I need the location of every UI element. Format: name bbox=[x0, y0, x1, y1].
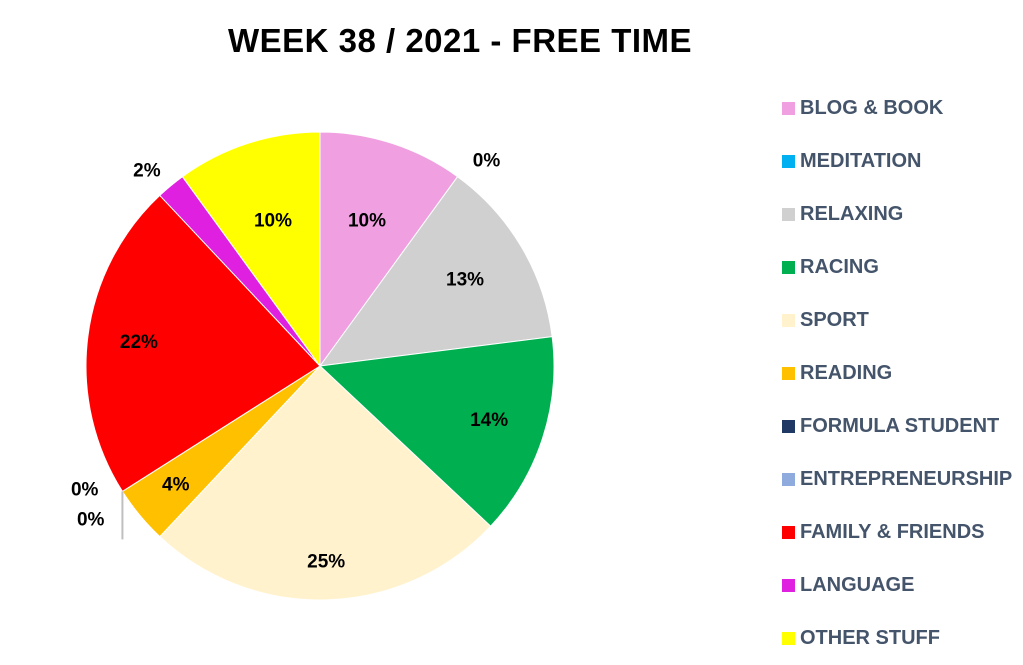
pie-slice-family-and-friends bbox=[85, 194, 321, 493]
legend-label: LANGUAGE bbox=[800, 574, 915, 596]
legend-swatch bbox=[782, 208, 795, 221]
data-label-formula-student: 0% bbox=[77, 509, 105, 530]
chart-legend: BLOG & BOOK MEDITATION RELAXING RACING SPORT… bbox=[782, 82, 1012, 665]
pie-slice-sport bbox=[159, 365, 492, 601]
legend-label: ENTREPRENEURSHIP bbox=[800, 468, 1013, 490]
data-label-entrepreneurship: 0% bbox=[71, 479, 99, 500]
chart-title: WEEK 38 / 2021 - FREE TIME bbox=[227, 22, 693, 59]
legend-item-other-stuff: OTHER STUFF bbox=[782, 612, 1012, 665]
legend-swatch bbox=[782, 420, 795, 433]
legend-item-family-and-friends: FAMILY & FRIENDS bbox=[782, 506, 1012, 559]
legend-label: RELAXING bbox=[800, 203, 904, 225]
legend-item-meditation: MEDITATION bbox=[782, 135, 1012, 188]
legend-label: MEDITATION bbox=[800, 150, 922, 172]
legend-label: SPORT bbox=[800, 309, 869, 331]
legend-item-blog-and-book: BLOG & BOOK bbox=[782, 82, 1012, 135]
legend-item-sport: SPORT bbox=[782, 294, 1012, 347]
legend-swatch bbox=[782, 102, 795, 115]
legend-label: FORMULA STUDENT bbox=[800, 415, 1000, 437]
data-label-blog-and-book: 10% bbox=[348, 210, 386, 231]
pie-slice-other-stuff bbox=[181, 131, 321, 368]
legend-label: BLOG & BOOK bbox=[800, 97, 944, 119]
legend-item-reading: READING bbox=[782, 347, 1012, 400]
legend-swatch bbox=[782, 579, 795, 592]
pie-slice-blog-and-book bbox=[319, 131, 459, 368]
legend-label: RACING bbox=[800, 256, 879, 278]
legend-label: OTHER STUFF bbox=[800, 627, 940, 649]
legend-swatch bbox=[782, 367, 795, 380]
legend-item-formula-student: FORMULA STUDENT bbox=[782, 400, 1012, 453]
legend-item-relaxing: RELAXING bbox=[782, 188, 1012, 241]
legend-swatch bbox=[782, 473, 795, 486]
data-label-sport: 25% bbox=[307, 551, 345, 572]
pie-slice-racing bbox=[318, 336, 555, 527]
legend-swatch bbox=[782, 526, 795, 539]
legend-label: READING bbox=[800, 362, 893, 384]
legend-item-language: LANGUAGE bbox=[782, 559, 1012, 612]
legend-label: FAMILY & FRIENDS bbox=[800, 521, 985, 543]
data-label-reading: 4% bbox=[162, 474, 190, 495]
pie-slice-relaxing bbox=[318, 175, 553, 367]
data-label-meditation: 0% bbox=[473, 151, 501, 172]
data-label-family-and-friends: 22% bbox=[120, 332, 158, 353]
legend-swatch bbox=[782, 261, 795, 274]
data-label-language: 2% bbox=[133, 160, 161, 181]
legend-swatch bbox=[782, 314, 795, 327]
data-label-racing: 14% bbox=[470, 410, 508, 431]
legend-swatch bbox=[782, 155, 795, 168]
legend-item-racing: RACING bbox=[782, 241, 1012, 294]
legend-swatch bbox=[782, 632, 795, 645]
data-label-relaxing: 13% bbox=[446, 269, 484, 290]
data-label-other-stuff: 10% bbox=[254, 210, 292, 231]
legend-item-entrepreneurship: ENTREPRENEURSHIP bbox=[782, 453, 1012, 506]
